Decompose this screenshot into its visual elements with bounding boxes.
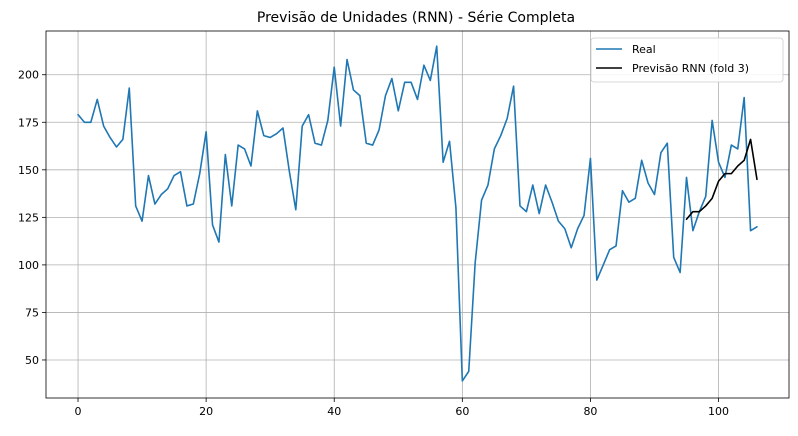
- series-line-0: [77, 45, 758, 382]
- legend: Real Previsão RNN (fold 3): [590, 37, 784, 83]
- x-tick-label: 20: [199, 405, 213, 418]
- x-tick-label: 100: [708, 405, 729, 418]
- y-tick-label: 100: [18, 259, 39, 272]
- legend-frame: [590, 37, 784, 83]
- x-tick-label: 60: [455, 405, 469, 418]
- plot-frame: [45, 30, 790, 399]
- y-tick-label: 200: [18, 69, 39, 82]
- y-tick-label: 125: [18, 211, 39, 224]
- series-layer: [77, 45, 758, 382]
- series-line-1: [685, 138, 758, 221]
- axis-ticks: 0 20 40 60 80 100 50 75 100 125 150 175 200: [18, 69, 729, 418]
- x-tick-label: 80: [583, 405, 597, 418]
- legend-label: Real: [632, 43, 656, 56]
- grid: [46, 31, 789, 398]
- chart-title: Previsão de Unidades (RNN) - Série Compl…: [257, 10, 575, 26]
- y-tick-label: 150: [18, 164, 39, 177]
- x-tick-label: 0: [75, 405, 82, 418]
- y-tick-label: 175: [18, 116, 39, 129]
- y-tick-label: 75: [25, 306, 39, 319]
- legend-label: Previsão RNN (fold 3): [632, 62, 749, 75]
- x-tick-label: 40: [327, 405, 341, 418]
- y-tick-label: 50: [25, 354, 39, 367]
